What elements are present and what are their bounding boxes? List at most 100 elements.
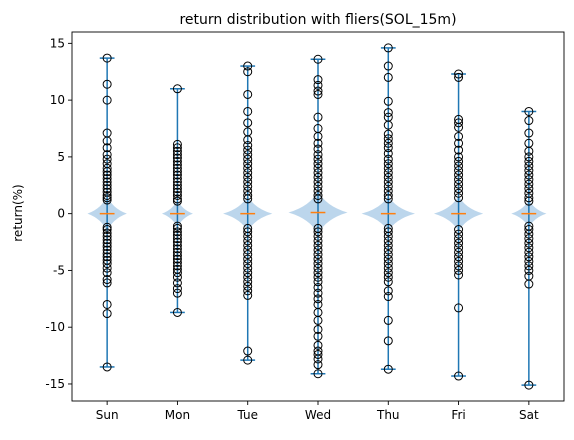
- flier-point: [524, 238, 534, 248]
- flier-point: [313, 194, 323, 204]
- flier-point: [383, 181, 393, 191]
- flier-point: [454, 243, 464, 253]
- flier-point: [313, 259, 323, 269]
- flier-point: [172, 288, 182, 298]
- flier-point: [383, 129, 393, 139]
- flier-point: [102, 242, 112, 252]
- flier-point: [172, 223, 182, 233]
- box-group-sat: [511, 106, 547, 390]
- flier-point: [383, 96, 393, 106]
- flier-point: [172, 272, 182, 282]
- flier-point: [243, 268, 253, 278]
- flier-point: [313, 190, 323, 200]
- flier-point: [313, 75, 323, 85]
- flier-point: [383, 43, 393, 53]
- flier-point: [454, 261, 464, 271]
- flier-point: [383, 250, 393, 260]
- flier-point: [313, 131, 323, 141]
- flier-point: [524, 170, 534, 180]
- flier-point: [243, 61, 253, 71]
- flier-point: [172, 177, 182, 187]
- flier-point: [102, 259, 112, 269]
- flier-point: [313, 138, 323, 148]
- flier-point: [313, 250, 323, 260]
- flier-point: [313, 227, 323, 237]
- flier-point: [102, 150, 112, 160]
- flier-point: [243, 150, 253, 160]
- flier-point: [243, 272, 253, 282]
- flier-point: [454, 303, 464, 313]
- flier-point: [102, 362, 112, 372]
- flier-point: [313, 349, 323, 359]
- flier-point: [102, 248, 112, 258]
- flier-point: [524, 234, 534, 244]
- flier-point: [172, 234, 182, 244]
- flier-point: [313, 177, 323, 187]
- y-tick-label: -15: [45, 377, 65, 391]
- flier-point: [102, 245, 112, 255]
- flier-point: [172, 153, 182, 163]
- flier-point: [172, 240, 182, 250]
- flier-point: [524, 116, 534, 126]
- flier-point: [243, 236, 253, 246]
- flier-point: [454, 188, 464, 198]
- flier-point: [243, 177, 253, 187]
- flier-point: [383, 272, 393, 282]
- flier-point: [313, 272, 323, 282]
- flier-point: [383, 168, 393, 178]
- flier-point: [454, 152, 464, 162]
- flier-point: [524, 265, 534, 275]
- flier-point: [524, 128, 534, 138]
- flier-point: [383, 143, 393, 153]
- y-tick-label: 15: [50, 36, 65, 50]
- flier-point: [243, 286, 253, 296]
- flier-point: [172, 84, 182, 94]
- flier-point: [383, 108, 393, 118]
- flier-point: [102, 228, 112, 238]
- flier-point: [313, 172, 323, 182]
- flier-point: [102, 193, 112, 203]
- flier-point: [172, 284, 182, 294]
- flier-point: [454, 156, 464, 166]
- flier-point: [313, 150, 323, 160]
- flier-point: [172, 221, 182, 231]
- flier-point: [454, 72, 464, 82]
- x-tick-label: Wed: [305, 408, 331, 422]
- flier-point: [524, 229, 534, 239]
- flier-point: [383, 263, 393, 273]
- flier-point: [243, 245, 253, 255]
- flier-point: [454, 225, 464, 235]
- flier-point: [172, 180, 182, 190]
- flier-point: [454, 170, 464, 180]
- flier-point: [524, 279, 534, 289]
- y-tick-label: 5: [57, 150, 65, 164]
- flier-point: [383, 159, 393, 169]
- flier-point: [172, 156, 182, 166]
- flier-point: [454, 265, 464, 275]
- flier-point: [243, 254, 253, 264]
- flier-point: [243, 172, 253, 182]
- flier-point: [313, 154, 323, 164]
- flier-point: [313, 315, 323, 325]
- flier-point: [383, 134, 393, 144]
- flier-point: [172, 173, 182, 183]
- flier-point: [524, 247, 534, 257]
- flier-point: [313, 340, 323, 350]
- flier-point: [313, 360, 323, 370]
- flier-point: [243, 145, 253, 155]
- flier-point: [454, 166, 464, 176]
- flier-point: [102, 222, 112, 232]
- box-group-sun: [87, 53, 127, 372]
- flier-point: [313, 282, 323, 292]
- flier-point: [172, 268, 182, 278]
- flier-point: [243, 181, 253, 191]
- flier-point: [454, 122, 464, 132]
- flier-point: [243, 163, 253, 173]
- chart-title: return distribution with fliers(SOL_15m): [179, 12, 456, 28]
- flier-point: [243, 67, 253, 77]
- plot-area: [87, 43, 547, 390]
- flier-point: [454, 371, 464, 381]
- x-tick-label: Fri: [451, 408, 465, 422]
- flier-point: [383, 227, 393, 237]
